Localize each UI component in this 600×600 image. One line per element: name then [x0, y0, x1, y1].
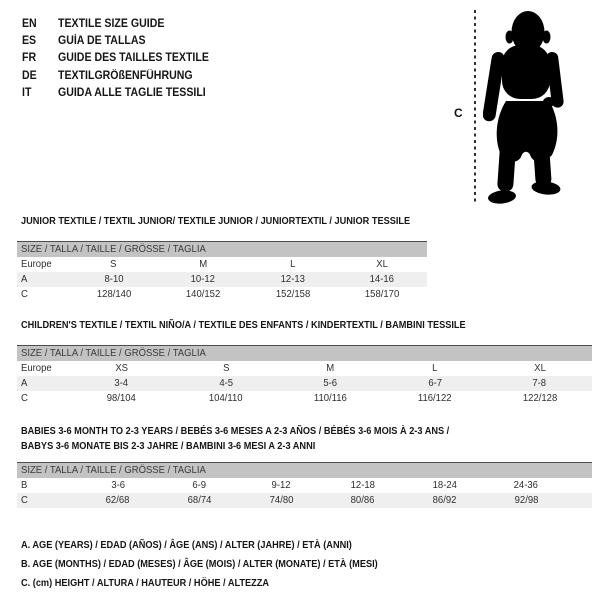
- size-value: M: [199, 258, 208, 270]
- height-value: 110/116: [314, 392, 347, 404]
- size-value: S: [110, 258, 117, 270]
- language-row-en: EN TEXTILE SIZE GUIDE: [22, 15, 222, 32]
- height-value: 152/158: [275, 288, 310, 300]
- row-label: C: [21, 392, 28, 404]
- language-title-list: EN TEXTILE SIZE GUIDE ES GUÍA DE TALLAS …: [22, 15, 222, 102]
- age-value: 6-9: [192, 479, 207, 491]
- height-value: 68/74: [187, 494, 212, 506]
- language-title: GUIDA ALLE TAGLIE TESSILI: [58, 87, 206, 100]
- footnote-c: C. (cm) HEIGHT / ALTURA / HAUTEUR / HÖHE…: [21, 578, 270, 589]
- height-value: 92/98: [514, 494, 539, 506]
- table-row: B 3-6 6-9 9-12 12-18 18-24 24-36: [17, 478, 592, 493]
- toddler-silhouette-icon: [483, 11, 564, 204]
- children-size-table: SIZE / TALLA / TAILLE / GRÖSSE / TAGLIA …: [17, 345, 592, 406]
- age-value: 3-4: [114, 377, 129, 389]
- footnote-b: B. AGE (MONTHS) / EDAD (MESES) / ÂGE (MO…: [21, 559, 378, 570]
- row-label: B: [21, 479, 28, 491]
- row-label: Europe: [21, 362, 52, 374]
- age-value: 10-12: [191, 273, 216, 285]
- language-code: IT: [22, 87, 32, 100]
- table-row: C 98/104 104/110 110/116 116/122 122/128: [17, 391, 592, 406]
- language-row-fr: FR GUIDE DES TAILLES TEXTILE: [22, 50, 222, 67]
- height-value: 116/122: [418, 392, 452, 404]
- height-measure-dashed-line: [474, 10, 476, 204]
- table-header-bar: SIZE / TALLA / TAILLE / GRÖSSE / TAGLIA: [17, 346, 592, 361]
- language-title: TEXTILE SIZE GUIDE: [58, 17, 165, 30]
- junior-size-table: SIZE / TALLA / TAILLE / GRÖSSE / TAGLIA …: [17, 241, 427, 302]
- size-value: XL: [376, 258, 389, 270]
- language-title: GUIDE DES TAILLES TEXTILE: [58, 52, 209, 65]
- table-header-bar: SIZE / TALLA / TAILLE / GRÖSSE / TAGLIA: [17, 463, 592, 478]
- age-value: 9-12: [271, 479, 291, 491]
- language-code: DE: [22, 69, 37, 82]
- table-row: C 128/140 140/152 152/158 158/170: [17, 287, 427, 302]
- size-value: L: [290, 258, 296, 270]
- height-value: 140/152: [186, 288, 221, 300]
- size-value: XS: [114, 362, 128, 374]
- language-row-es: ES GUÍA DE TALLAS: [22, 32, 222, 49]
- table-row: Europe S M L XL: [17, 257, 427, 272]
- age-value: 24-36: [513, 479, 539, 491]
- section-title-junior: JUNIOR TEXTILE / TEXTIL JUNIOR/ TEXTILE …: [21, 216, 411, 227]
- age-value: 5-6: [323, 377, 338, 389]
- height-value: 122/128: [522, 392, 557, 404]
- age-value: 4-5: [219, 377, 233, 389]
- row-label: C: [21, 288, 28, 300]
- language-code: EN: [22, 17, 37, 30]
- row-label: Europe: [21, 258, 52, 270]
- height-value: 62/68: [105, 494, 130, 506]
- height-value: 86/92: [432, 494, 457, 506]
- size-value: L: [432, 362, 438, 374]
- age-value: 12-18: [350, 479, 375, 491]
- row-label: A: [21, 377, 28, 389]
- size-value: S: [222, 362, 230, 374]
- height-value: 98/104: [106, 392, 136, 404]
- footnote-a: A. AGE (YEARS) / EDAD (AÑOS) / ÂGE (ANS)…: [21, 540, 352, 551]
- age-value: 8-10: [104, 273, 124, 285]
- table-row: A 3-4 4-5 5-6 6-7 7-8: [17, 375, 592, 391]
- table-row: A 8-10 10-12 12-13 14-16: [17, 271, 427, 287]
- height-value: 80/86: [350, 494, 375, 506]
- language-row-de: DE TEXTILGRÖßENFÜHRUNG: [22, 67, 222, 84]
- babies-size-table: SIZE / TALLA / TAILLE / GRÖSSE / TAGLIA …: [17, 462, 592, 508]
- language-code: FR: [22, 52, 37, 65]
- height-value: 128/140: [96, 288, 131, 300]
- height-marker-label: C: [454, 106, 463, 120]
- age-value: 6-7: [428, 377, 442, 389]
- table-row: C 62/68 68/74 74/80 80/86 86/92 92/98: [17, 492, 592, 508]
- language-title: TEXTILGRÖßENFÜHRUNG: [58, 69, 193, 82]
- table-header-bar: SIZE / TALLA / TAILLE / GRÖSSE / TAGLIA: [17, 242, 427, 257]
- size-value: XL: [533, 362, 546, 374]
- table-row: Europe XS S M L XL: [17, 361, 592, 376]
- age-value: 14-16: [370, 273, 395, 285]
- size-value: M: [326, 362, 335, 374]
- age-value: 12-13: [280, 273, 305, 285]
- height-value: 158/170: [365, 288, 400, 300]
- row-label: A: [21, 273, 28, 285]
- age-value: 7-8: [532, 377, 547, 389]
- language-code: ES: [22, 35, 37, 48]
- height-value: 104/110: [209, 392, 243, 404]
- section-title-babies: BABIES 3-6 MONTH TO 2-3 YEARS / BEBÉS 3-…: [21, 426, 450, 452]
- language-row-it: IT GUIDA ALLE TAGLIE TESSILI: [22, 85, 222, 102]
- age-value: 3-6: [110, 479, 125, 491]
- footnote-legend: A. AGE (YEARS) / EDAD (AÑOS) / ÂGE (ANS)…: [21, 536, 409, 593]
- row-label: C: [21, 494, 28, 506]
- height-value: 74/80: [269, 494, 294, 506]
- age-value: 18-24: [432, 479, 457, 491]
- section-title-children: CHILDREN'S TEXTILE / TEXTIL NIÑO/A / TEX…: [21, 320, 466, 331]
- language-title: GUÍA DE TALLAS: [58, 35, 146, 48]
